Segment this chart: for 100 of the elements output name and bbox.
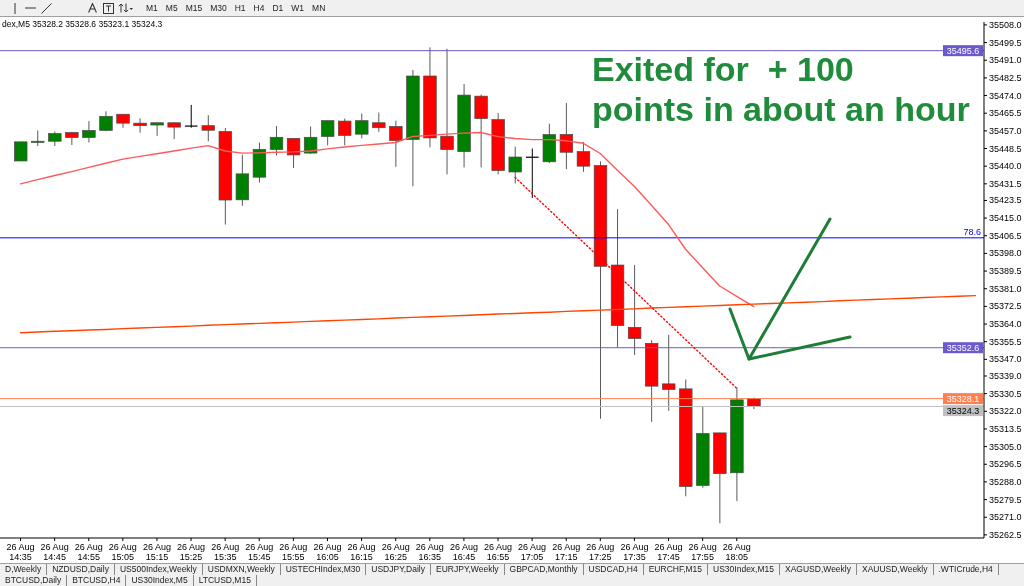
y-tick-label: 35372.5 (989, 301, 1022, 312)
y-tick-label: 35499.5 (989, 37, 1022, 48)
x-tick-label: 26 Aug 16:45 (449, 541, 478, 562)
candlestick (559, 102, 574, 170)
x-tick-label: 26 Aug 18:05 (722, 541, 751, 562)
candlestick (269, 125, 284, 157)
line-series (19, 294, 977, 334)
y-tick-label: 35448.5 (989, 143, 1022, 154)
y-tick-label: 35279.5 (989, 494, 1022, 505)
x-tick-label: 26 Aug 14:35 (6, 541, 35, 562)
x-tick-label: 26 Aug 16:25 (381, 541, 410, 562)
candlestick (389, 120, 403, 168)
candlestick (355, 113, 369, 139)
text: USDMXN,Weekly (207, 564, 275, 574)
text: USDCAD,H4 (588, 564, 638, 574)
candlestick (184, 104, 199, 129)
y-tick-label: 35423.5 (989, 195, 1022, 206)
candlestick (150, 122, 164, 137)
x-tick-label: 26 Aug 15:05 (108, 541, 137, 562)
y-tick-label: 35355.5 (989, 336, 1022, 347)
text: US500Index,Weekly (119, 564, 197, 574)
text: US30Index,M15 (713, 564, 775, 574)
candlestick (286, 137, 301, 169)
x-tick-label: 26 Aug 17:55 (688, 541, 717, 562)
candlestick (14, 141, 28, 162)
y-tick-label: 35415.0 (989, 213, 1022, 224)
x-tick-label: 26 Aug 17:45 (654, 541, 683, 562)
x-tick-label: 26 Aug 17:15 (552, 541, 581, 562)
y-tick-label: 35482.5 (989, 72, 1022, 83)
ref-line-label: 35328.1 (946, 393, 980, 404)
x-tick-label: 26 Aug 15:45 (245, 541, 274, 562)
y-tick-label: 35381.0 (989, 283, 1022, 294)
text: EURCHF,M15 (648, 564, 703, 574)
x-tick-label: 26 Aug 16:15 (347, 541, 376, 562)
ref-line-label: 35495.6 (946, 45, 980, 56)
candlestick (133, 117, 147, 134)
x-tick-label: 26 Aug 15:15 (142, 541, 171, 562)
candlestick (65, 131, 79, 146)
x-tick-label: 26 Aug 17:35 (620, 541, 649, 562)
candlestick (303, 125, 318, 155)
text: USTECHIndex,M30 (285, 564, 361, 574)
y-tick-label: 35296.5 (989, 459, 1022, 470)
text: EURJPY,Weekly (436, 564, 499, 574)
x-tick-label: 26 Aug 14:55 (74, 541, 103, 562)
candlestick (338, 118, 352, 146)
y-tick-label: 35398.0 (989, 248, 1022, 259)
text: GBPCAD,Monthly (509, 564, 578, 574)
chart-subtitle: dex,M5 35328.2 35328.6 35323.1 35324.3 (2, 19, 163, 29)
y-tick-label: 35457.0 (989, 125, 1022, 136)
y-tick-label: 35262.5 (989, 529, 1022, 540)
annotation: 78.6 (963, 226, 981, 237)
x-tick-label: 26 Aug 17:05 (518, 541, 547, 562)
y-tick-label: 35474.0 (989, 90, 1022, 101)
x-tick-label: 26 Aug 16:05 (313, 541, 342, 562)
y-tick-label: 35389.5 (989, 266, 1022, 277)
ref-line-label: 35352.6 (946, 342, 980, 353)
candlestick (82, 120, 96, 143)
y-tick-label: 35406.5 (989, 230, 1022, 241)
candlestick (474, 94, 488, 168)
y-tick-label: 35465.5 (989, 108, 1022, 119)
y-tick-label: 35330.5 (989, 388, 1022, 399)
candlestick (440, 48, 454, 175)
candlestick (627, 264, 642, 356)
x-tick-label: 26 Aug 16:35 (415, 541, 444, 562)
y-tick-label: 35364.0 (989, 319, 1022, 330)
text: NZDUSD,Daily (52, 564, 109, 574)
candlestick (662, 334, 676, 412)
y-tick-label: 35508.0 (989, 19, 1022, 30)
x-tick-label: 26 Aug 15:25 (177, 541, 206, 562)
y-tick-label: 35431.5 (989, 178, 1022, 189)
y-tick-label: 35339.0 (989, 370, 1022, 381)
text: US30Index,M5 (131, 575, 188, 585)
text: XAUUSD,Weekly (862, 564, 928, 574)
candlestick (320, 120, 335, 146)
y-tick-label: 35440.0 (989, 161, 1022, 172)
candlestick (576, 141, 591, 173)
candlestick (372, 112, 386, 133)
text: XAGUSD,Weekly (785, 564, 851, 574)
text: BTCUSD,Daily (5, 575, 62, 585)
x-tick-label: 26 Aug 15:35 (211, 541, 240, 562)
y-tick-label: 35313.5 (989, 423, 1022, 434)
text: BTCUSD,H4 (72, 575, 121, 585)
y-tick-label: 35491.0 (989, 55, 1022, 66)
text: D,Weekly (5, 564, 42, 574)
text: USDJPY,Daily (371, 564, 426, 574)
y-tick-label: 35347.0 (989, 354, 1022, 365)
text: M1 M5 M15 M30 H1 H4 D1 W1 MN (146, 2, 326, 13)
y-tick-label: 35322.0 (989, 406, 1022, 417)
candlestick (508, 146, 522, 184)
x-tick-label: 26 Aug 16:55 (483, 541, 513, 562)
y-tick-label: 35271.0 (989, 512, 1022, 523)
x-tick-label: 26 Aug 15:55 (279, 541, 308, 562)
text: .WTICrude,H4 (938, 564, 993, 574)
text: LTCUSD,M15 (198, 575, 251, 585)
y-tick-label: 35305.0 (989, 441, 1022, 452)
ref-line-label: 35324.3 (946, 405, 980, 416)
y-tick-label: 35288.0 (989, 476, 1022, 487)
candlestick (201, 114, 215, 142)
x-tick-label: 26 Aug 17:25 (586, 541, 615, 562)
x-tick-label: 26 Aug 14:45 (40, 541, 69, 562)
